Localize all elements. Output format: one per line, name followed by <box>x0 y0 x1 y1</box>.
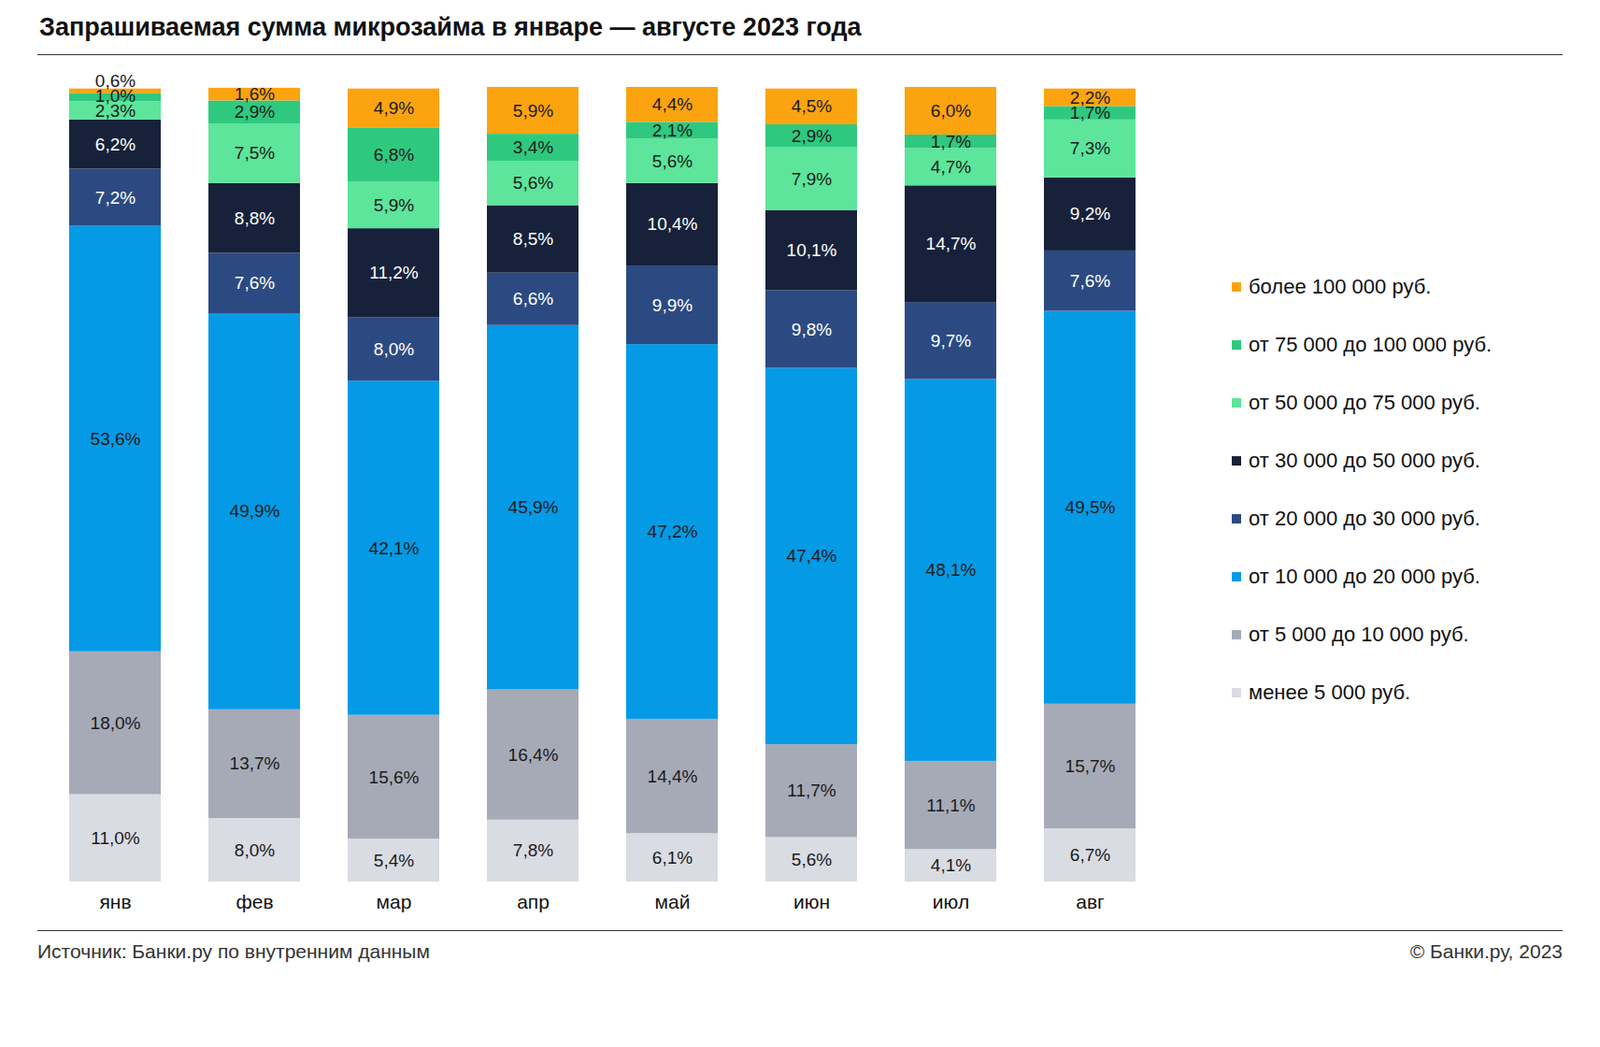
svg-text:13,7%: 13,7% <box>229 753 281 773</box>
svg-text:11,1%: 11,1% <box>926 795 976 815</box>
svg-text:6,1%: 6,1% <box>652 847 693 868</box>
svg-text:49,5%: 49,5% <box>1065 497 1116 517</box>
svg-text:11,2%: 11,2% <box>369 262 419 283</box>
svg-text:5,4%: 5,4% <box>373 850 415 871</box>
html-text:более 100 000 руб.: более 100 000 руб. <box>1248 274 1432 299</box>
svg-text:7,9%: 7,9% <box>791 169 832 189</box>
svg-text:4,7%: 4,7% <box>930 157 972 177</box>
svg-text:2,1%: 2,1% <box>652 120 693 141</box>
svg-text:1,7%: 1,7% <box>930 131 972 152</box>
svg-text:4,4%: 4,4% <box>652 94 693 115</box>
svg-text:7,2%: 7,2% <box>95 187 136 208</box>
html-text:от 50 000 до 75 000 руб.: от 50 000 до 75 000 руб. <box>1248 390 1481 415</box>
svg-text:4,5%: 4,5% <box>791 96 832 116</box>
svg-text:3,4%: 3,4% <box>513 137 554 158</box>
html-text:от 75 000 до 100 000 руб.: от 75 000 до 100 000 руб. <box>1248 332 1492 357</box>
svg-text:14,7%: 14,7% <box>926 233 977 254</box>
svg-text:2,3%: 2,3% <box>95 100 136 121</box>
svg-text:10,1%: 10,1% <box>786 240 838 260</box>
html-text:от 10 000 до 20 000 руб.: от 10 000 до 20 000 руб. <box>1248 564 1481 588</box>
svg-text:9,2%: 9,2% <box>1070 203 1111 224</box>
svg-text:9,9%: 9,9% <box>652 295 693 315</box>
svg-text:6,0%: 6,0% <box>930 100 972 121</box>
html-text:от 30 000 до 50 000 руб.: от 30 000 до 50 000 руб. <box>1248 448 1481 472</box>
svg-text:11,0%: 11,0% <box>90 828 141 848</box>
svg-text:июн: июн <box>793 890 830 913</box>
svg-text:8,8%: 8,8% <box>234 208 275 229</box>
svg-text:апр: апр <box>516 890 550 913</box>
html-text:от 5 000 до 10 000 руб.: от 5 000 до 10 000 руб. <box>1248 622 1469 646</box>
svg-text:2,2%: 2,2% <box>1070 87 1111 108</box>
svg-text:8,0%: 8,0% <box>234 840 275 860</box>
html-text:Источник: Банки.ру по внутренн: Источник: Банки.ру по внутренним данным <box>37 940 430 962</box>
svg-text:16,4%: 16,4% <box>508 744 559 765</box>
svg-text:мар: мар <box>376 890 413 913</box>
svg-text:49,9%: 49,9% <box>229 500 281 521</box>
svg-text:15,6%: 15,6% <box>369 766 420 786</box>
svg-text:6,2%: 6,2% <box>95 134 136 155</box>
svg-text:15,7%: 15,7% <box>1065 756 1116 776</box>
svg-text:2,9%: 2,9% <box>234 101 275 122</box>
svg-text:10,4%: 10,4% <box>647 214 699 234</box>
svg-text:7,5%: 7,5% <box>234 142 275 163</box>
svg-text:53,6%: 53,6% <box>90 428 142 449</box>
svg-text:2,9%: 2,9% <box>791 126 832 146</box>
html-text:Запрашиваемая сумма микрозайма: Запрашиваемая сумма микрозайма в январе … <box>39 13 862 42</box>
svg-text:11,7%: 11,7% <box>786 780 837 800</box>
svg-text:14,4%: 14,4% <box>647 766 699 786</box>
svg-text:июл: июл <box>932 890 970 913</box>
svg-text:6,7%: 6,7% <box>1070 844 1111 865</box>
svg-text:5,6%: 5,6% <box>652 151 693 172</box>
svg-text:5,9%: 5,9% <box>513 100 554 121</box>
svg-text:7,8%: 7,8% <box>513 840 554 860</box>
svg-text:7,3%: 7,3% <box>1070 138 1111 158</box>
svg-text:4,9%: 4,9% <box>373 98 415 118</box>
svg-text:47,2%: 47,2% <box>647 521 699 542</box>
svg-text:0,6%: 0,6% <box>95 71 136 91</box>
html-text:© Банки.ру, 2023: © Банки.ру, 2023 <box>1409 940 1563 962</box>
svg-text:42,1%: 42,1% <box>369 538 420 558</box>
html-text:от 20 000 до 30 000 руб.: от 20 000 до 30 000 руб. <box>1248 506 1481 530</box>
svg-text:7,6%: 7,6% <box>1070 271 1111 291</box>
svg-text:6,8%: 6,8% <box>373 144 415 165</box>
svg-text:5,9%: 5,9% <box>373 195 415 215</box>
svg-text:янв: янв <box>99 890 131 913</box>
svg-text:48,1%: 48,1% <box>926 559 977 580</box>
svg-text:8,0%: 8,0% <box>373 339 415 359</box>
svg-text:май: май <box>655 890 691 913</box>
svg-text:6,6%: 6,6% <box>513 288 554 309</box>
svg-text:авг: авг <box>1075 890 1105 913</box>
svg-text:18,0%: 18,0% <box>90 713 142 733</box>
svg-text:47,4%: 47,4% <box>786 545 838 566</box>
svg-text:7,6%: 7,6% <box>234 272 275 293</box>
svg-text:фев: фев <box>235 890 273 913</box>
svg-text:45,9%: 45,9% <box>508 497 559 517</box>
svg-text:1,7%: 1,7% <box>1069 102 1111 123</box>
svg-text:5,6%: 5,6% <box>513 172 554 193</box>
html-text:менее 5 000 руб.: менее 5 000 руб. <box>1248 680 1411 704</box>
svg-text:5,6%: 5,6% <box>791 849 832 870</box>
svg-text:9,8%: 9,8% <box>791 319 832 340</box>
svg-text:1,6%: 1,6% <box>234 84 275 104</box>
svg-text:4,1%: 4,1% <box>930 855 972 875</box>
svg-text:1,0%: 1,0% <box>95 85 136 106</box>
svg-text:8,5%: 8,5% <box>513 228 554 249</box>
svg-text:9,7%: 9,7% <box>930 330 972 351</box>
